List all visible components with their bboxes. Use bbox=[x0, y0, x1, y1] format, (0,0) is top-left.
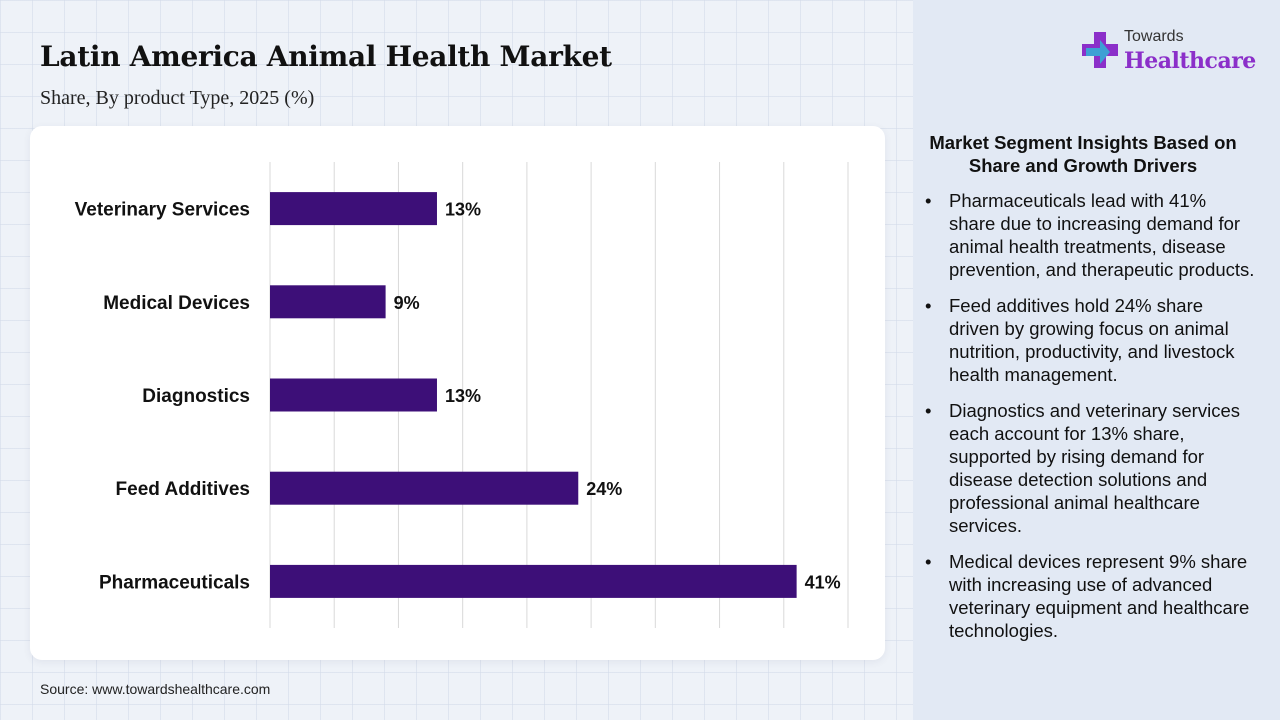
value-label: 9% bbox=[394, 293, 420, 313]
bar bbox=[270, 192, 437, 226]
page-title: Latin America Animal Health Market bbox=[40, 40, 612, 73]
medical-cross-icon bbox=[1082, 32, 1118, 68]
insight-text: Feed additives hold 24% share driven by … bbox=[949, 295, 1235, 385]
brand-logo: Towards Healthcare bbox=[1080, 28, 1260, 78]
insight-item: • Feed additives hold 24% share driven by… bbox=[925, 294, 1255, 386]
bullet-icon: • bbox=[925, 295, 932, 316]
insight-text: Diagnostics and veterinary services each… bbox=[949, 400, 1240, 536]
brand-main-text: Healthcare bbox=[1124, 48, 1256, 74]
category-label: Medical Devices bbox=[103, 293, 250, 314]
bar-chart: Veterinary Services 13% Medical Devices 9% D… bbox=[75, 162, 849, 628]
bar bbox=[270, 564, 797, 598]
category-label: Diagnostics bbox=[142, 386, 250, 407]
category-label: Feed Additives bbox=[116, 479, 250, 500]
bullet-icon: • bbox=[925, 400, 932, 421]
insight-text: Medical devices represent 9% share with … bbox=[949, 551, 1250, 641]
insight-item: • Pharmaceuticals lead with 41% share due… bbox=[925, 189, 1255, 281]
bullet-icon: • bbox=[925, 190, 932, 211]
bar bbox=[270, 471, 579, 505]
insights-panel bbox=[913, 0, 1280, 720]
value-label: 41% bbox=[805, 572, 841, 592]
value-label: 24% bbox=[586, 479, 622, 499]
value-label: 13% bbox=[445, 200, 481, 220]
bar bbox=[270, 378, 437, 412]
page-subtitle: Share, By product Type, 2025 (%) bbox=[40, 87, 315, 109]
chart-card: Veterinary Services 13% Medical Devices 9% D… bbox=[30, 126, 885, 660]
insight-text: Pharmaceuticals lead with 41% share due … bbox=[949, 190, 1255, 280]
value-label: 13% bbox=[445, 386, 481, 406]
source-note: Source: www.towardshealthcare.com bbox=[40, 681, 271, 697]
insight-item: • Medical devices represent 9% share with… bbox=[925, 550, 1255, 642]
bullet-icon: • bbox=[925, 551, 932, 572]
category-label: Pharmaceuticals bbox=[99, 572, 250, 593]
brand-top-text: Towards bbox=[1124, 28, 1184, 45]
insights-title: Market Segment Insights Based on Share a… bbox=[929, 132, 1237, 176]
insight-item: • Diagnostics and veterinary services eac… bbox=[925, 399, 1255, 537]
bar bbox=[270, 285, 386, 319]
insights-list: • Pharmaceuticals lead with 41% share due… bbox=[925, 189, 1255, 655]
category-label: Veterinary Services bbox=[75, 200, 250, 221]
